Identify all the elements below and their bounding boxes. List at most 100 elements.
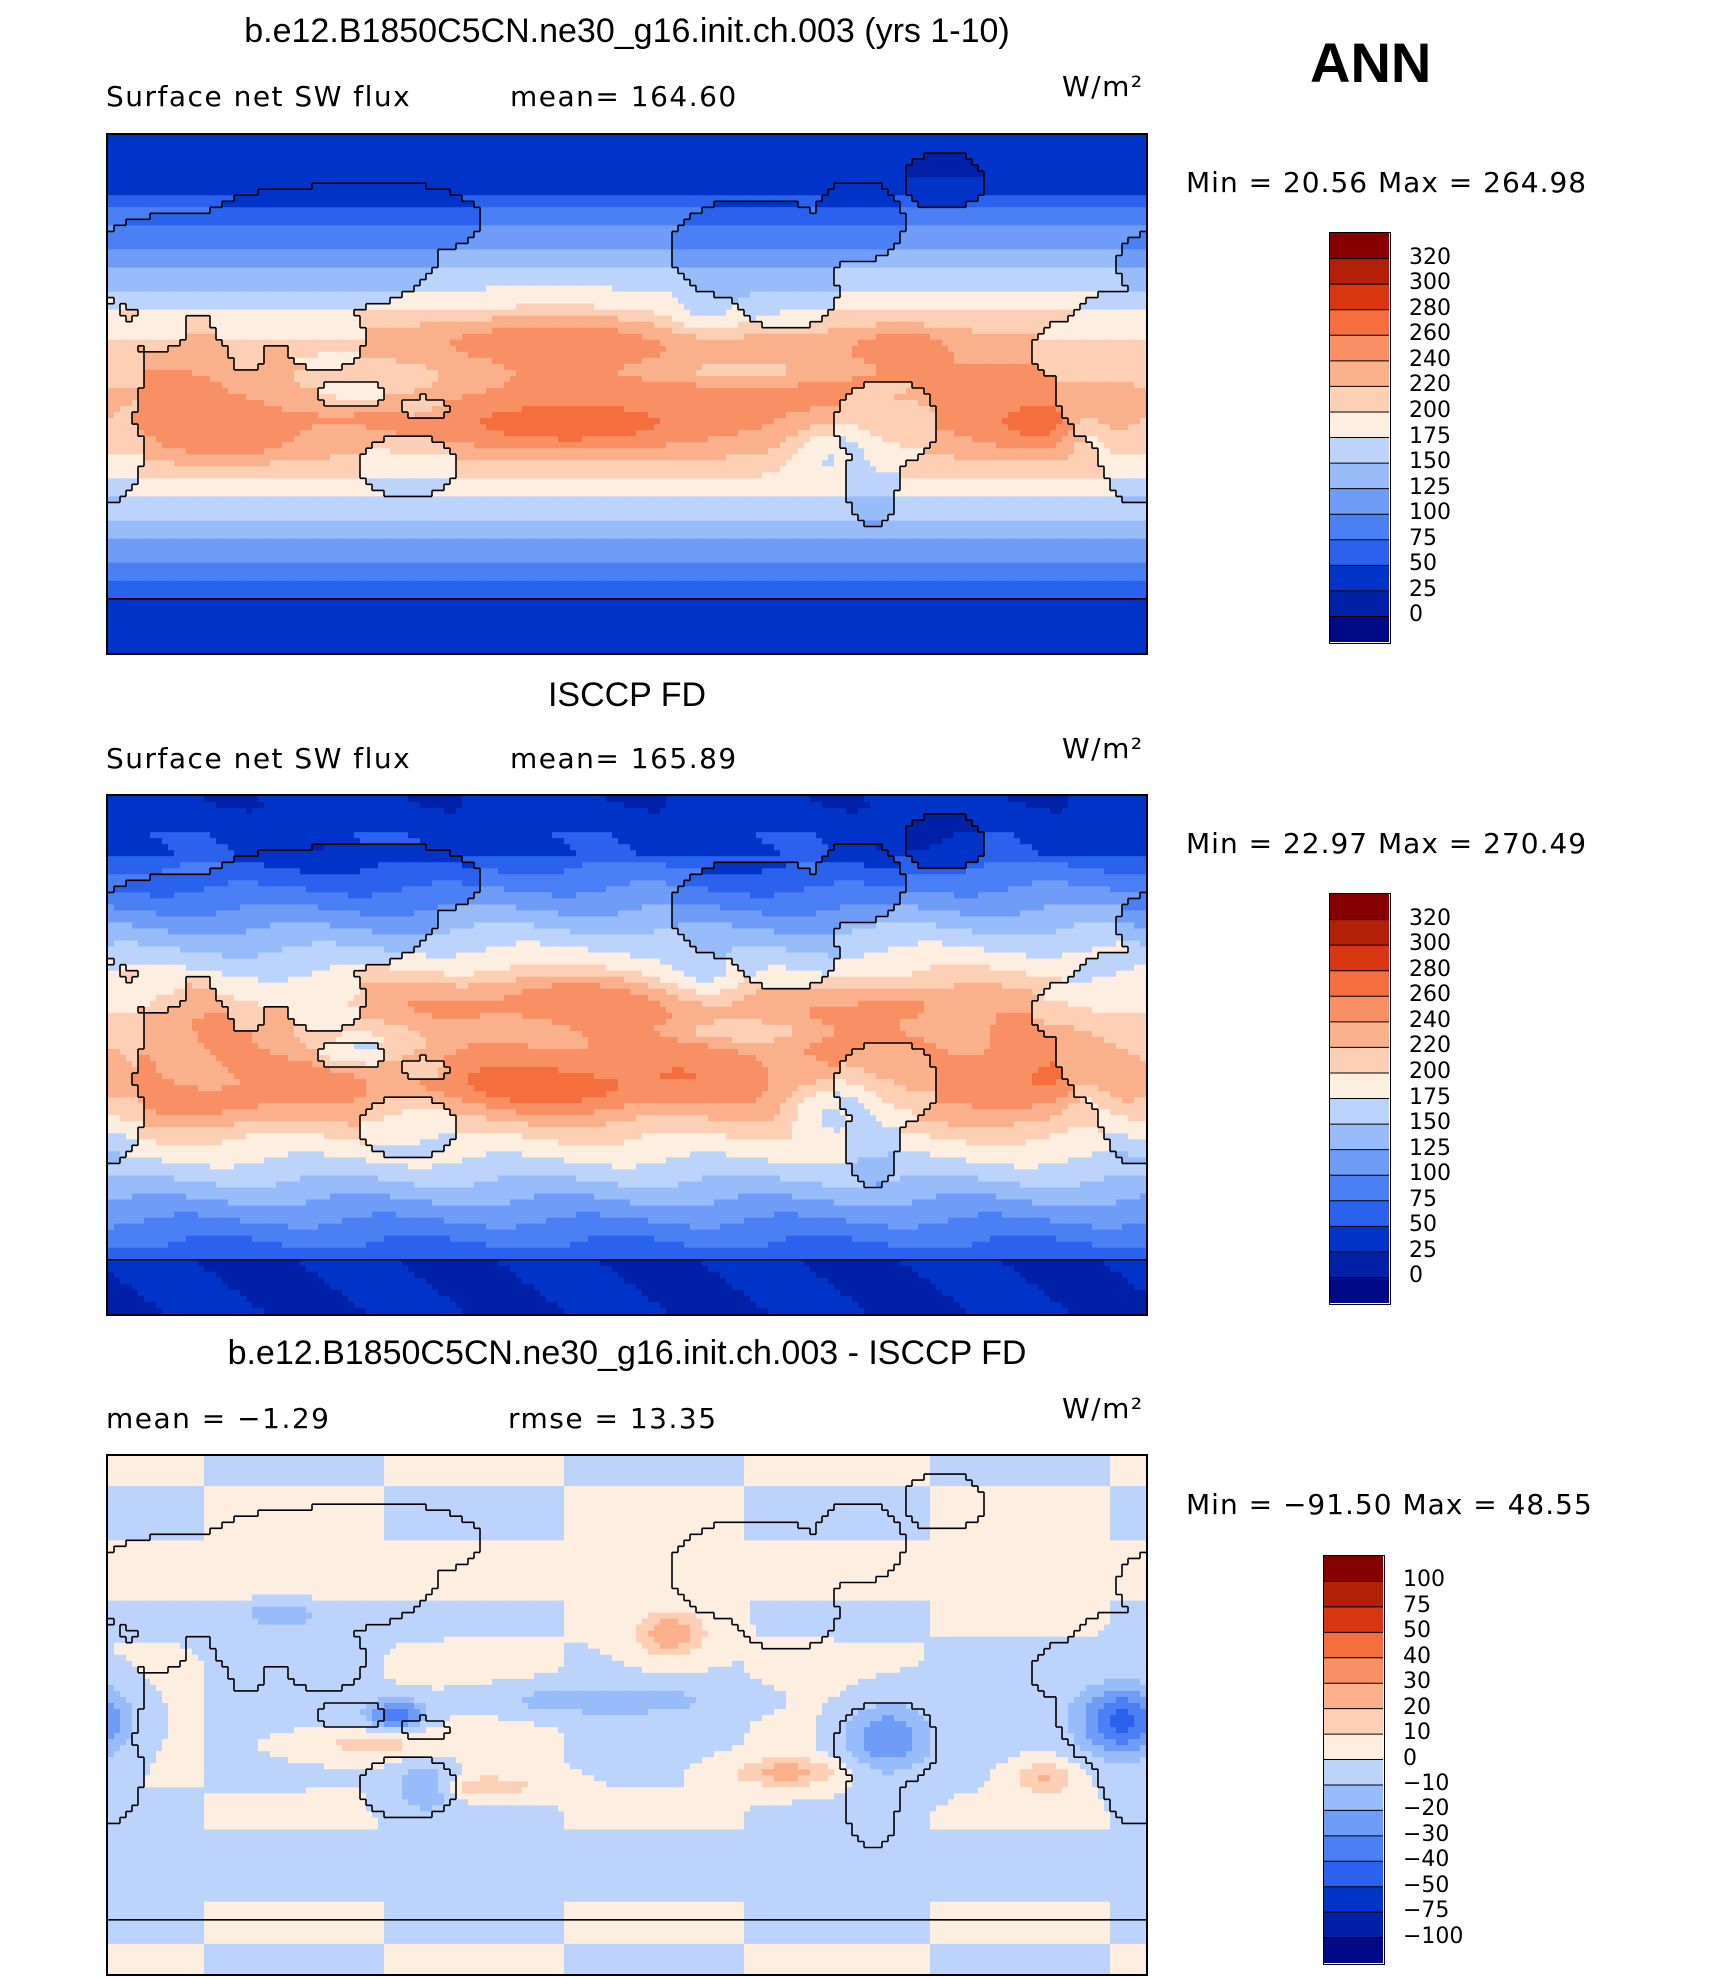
colorbar-swatch (1324, 1581, 1383, 1608)
colorbar-tick-label: 175 (1409, 1085, 1451, 1110)
colorbar-swatch (1330, 970, 1389, 997)
colorbar-swatch (1330, 565, 1389, 592)
colorbar-swatch (1330, 539, 1389, 566)
colorbar-tick-label: 320 (1409, 245, 1451, 270)
colorbar-swatch (1324, 1556, 1383, 1582)
colorbar-tick-label: 75 (1403, 1593, 1431, 1618)
colorbar-swatch (1330, 258, 1389, 285)
panel-2-units: W/m² (1062, 732, 1144, 765)
colorbar-swatch (1324, 1683, 1383, 1710)
colorbar-tick-label: 220 (1409, 372, 1451, 397)
colorbar-tick-label: 40 (1403, 1644, 1431, 1669)
colorbar-tick-label: 25 (1409, 1238, 1437, 1263)
colorbar-swatch (1330, 1175, 1389, 1202)
colorbar-swatch (1324, 1632, 1383, 1659)
panel-2-field (108, 796, 1146, 1314)
colorbar-swatch (1330, 919, 1389, 946)
colorbar-swatch (1324, 1657, 1383, 1684)
colorbar-swatch (1330, 1277, 1389, 1303)
colorbar-tick-label: 200 (1409, 398, 1451, 423)
colorbar-tick-label: 20 (1403, 1695, 1431, 1720)
colorbar-tick-label: 30 (1403, 1669, 1431, 1694)
colorbar-tick-label: 75 (1409, 1187, 1437, 1212)
colorbar-swatch (1324, 1606, 1383, 1633)
panel-2-mean-label: mean= 165.89 (510, 742, 738, 775)
panel-1-variable-label: Surface net SW flux (106, 80, 411, 113)
panel-1-mean-label: mean= 164.60 (510, 80, 738, 113)
colorbar-tick-label: 50 (1409, 551, 1437, 576)
panel-3-title: b.e12.B1850C5CN.ne30_g16.init.ch.003 - I… (0, 1334, 1254, 1373)
colorbar-swatch (1330, 1072, 1389, 1099)
colorbar-tick-label: 260 (1409, 982, 1451, 1007)
colorbar-tick-label: 200 (1409, 1059, 1451, 1084)
panel-3-units: W/m² (1062, 1392, 1144, 1425)
colorbar-swatch (1324, 1937, 1383, 1963)
panel-3-minmax: Min = −91.50 Max = 48.55 (1186, 1488, 1593, 1521)
colorbar-tick-label: 50 (1403, 1618, 1431, 1643)
colorbar-swatch (1330, 411, 1389, 438)
colorbar-swatch (1330, 386, 1389, 413)
colorbar-tick-label: 0 (1403, 1746, 1417, 1771)
colorbar-tick-label: −10 (1403, 1771, 1449, 1796)
colorbar-tick-label: 10 (1403, 1720, 1431, 1745)
colorbar-tick-label: 125 (1409, 1136, 1451, 1161)
colorbar-tick-label: 300 (1409, 931, 1451, 956)
colorbar-swatch (1330, 437, 1389, 464)
colorbar-tick-label: 100 (1403, 1567, 1445, 1592)
colorbar-swatch (1330, 590, 1389, 617)
colorbar-swatch (1330, 894, 1389, 921)
colorbar-tick-label: 240 (1409, 347, 1451, 372)
panel-3-colorbar (1323, 1555, 1385, 1965)
panel-2-title: ISCCP FD (0, 676, 1254, 715)
colorbar-swatch (1330, 360, 1389, 387)
colorbar-tick-label: 150 (1409, 1110, 1451, 1135)
coastline (108, 152, 1146, 600)
colorbar-swatch (1330, 945, 1389, 972)
colorbar-swatch (1330, 463, 1389, 490)
colorbar-swatch (1330, 1021, 1389, 1048)
colorbar-tick-label: 150 (1409, 449, 1451, 474)
panel-2-variable-label: Surface net SW flux (106, 742, 411, 775)
colorbar-swatch (1330, 309, 1389, 336)
colorbar-tick-label: 240 (1409, 1008, 1451, 1033)
colorbar-tick-label: −75 (1403, 1898, 1449, 1923)
colorbar-tick-label: −20 (1403, 1796, 1449, 1821)
colorbar-swatch (1324, 1835, 1383, 1862)
colorbar-swatch (1330, 1200, 1389, 1227)
panel-2-map (106, 794, 1148, 1316)
colorbar-tick-label: 280 (1409, 296, 1451, 321)
colorbar-tick-label: 100 (1409, 1161, 1451, 1186)
colorbar-tick-label: 300 (1409, 270, 1451, 295)
panel-3-map (106, 1454, 1148, 1976)
colorbar-swatch (1324, 1734, 1383, 1760)
colorbar-swatch (1330, 1098, 1389, 1125)
colorbar-swatch (1330, 1226, 1389, 1253)
colorbar-swatch (1330, 514, 1389, 541)
colorbar-swatch (1330, 996, 1389, 1023)
colorbar-tick-label: −30 (1403, 1822, 1449, 1847)
colorbar-swatch (1324, 1708, 1383, 1735)
colorbar-tick-label: 260 (1409, 321, 1451, 346)
colorbar-tick-label: 220 (1409, 1033, 1451, 1058)
panel-2-minmax: Min = 22.97 Max = 270.49 (1186, 827, 1587, 860)
colorbar-tick-label: 125 (1409, 475, 1451, 500)
colorbar-tick-label: −40 (1403, 1847, 1449, 1872)
colorbar-swatch (1330, 233, 1389, 260)
season-label: ANN (1310, 30, 1431, 95)
panel-1-field (108, 135, 1146, 653)
panel-3-field (108, 1456, 1146, 1974)
colorbar-tick-label: 25 (1409, 577, 1437, 602)
colorbar-swatch (1324, 1810, 1383, 1837)
colorbar-swatch (1330, 1251, 1389, 1278)
coastline (108, 813, 1146, 1261)
colorbar-tick-label: 100 (1409, 500, 1451, 525)
coastline (108, 1473, 1146, 1921)
panel-1-units: W/m² (1062, 70, 1144, 103)
colorbar-tick-label: 280 (1409, 957, 1451, 982)
colorbar-swatch (1330, 1149, 1389, 1176)
colorbar-swatch (1324, 1912, 1383, 1939)
colorbar-swatch (1330, 488, 1389, 515)
panel-3-mean-label: mean = −1.29 (106, 1402, 330, 1435)
colorbar-tick-label: 175 (1409, 424, 1451, 449)
colorbar-tick-label: −100 (1403, 1924, 1463, 1949)
